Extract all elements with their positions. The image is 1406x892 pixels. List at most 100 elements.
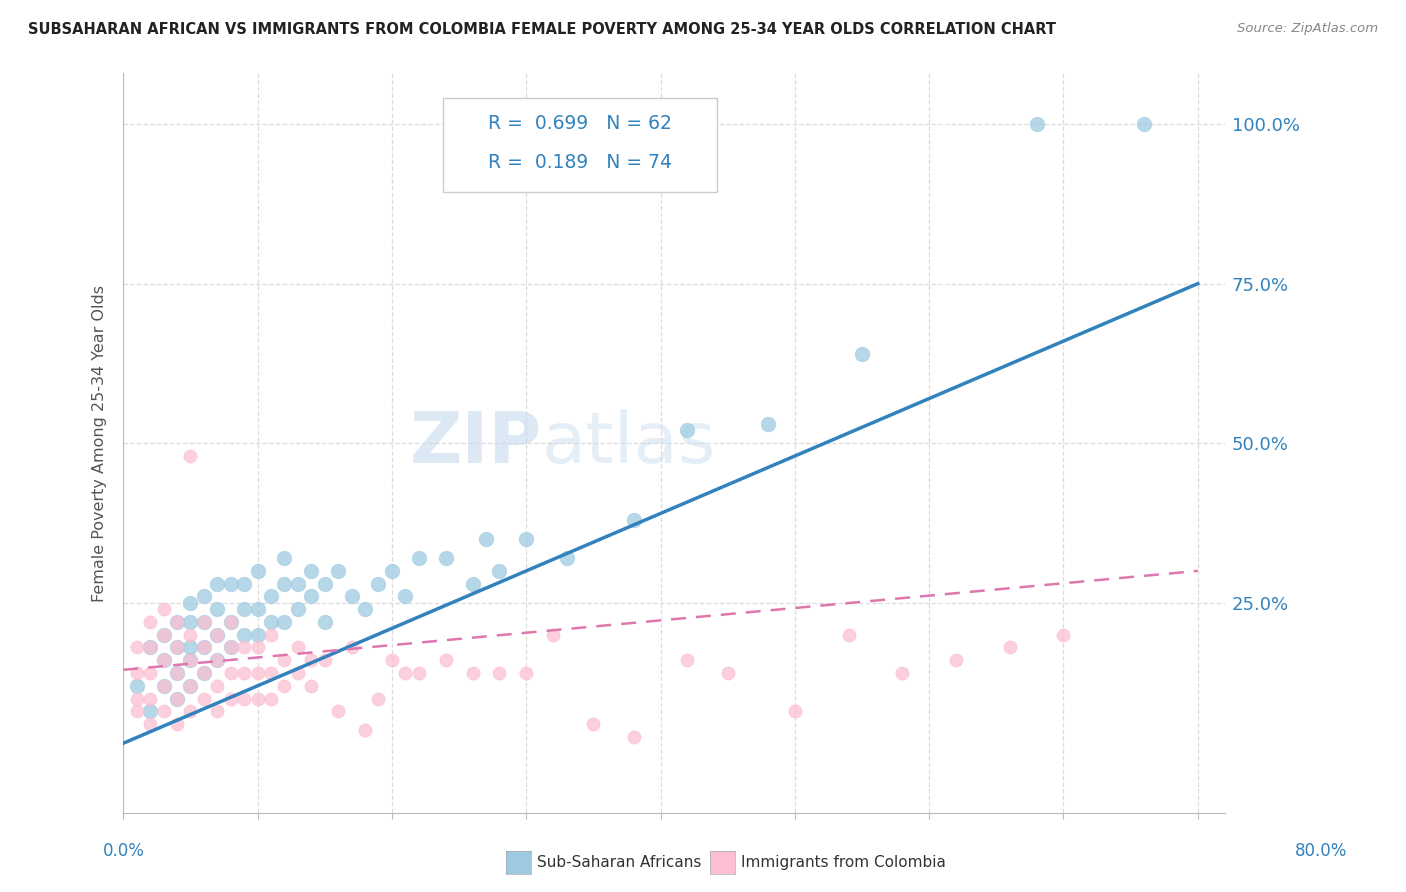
Text: Source: ZipAtlas.com: Source: ZipAtlas.com bbox=[1237, 22, 1378, 36]
Point bbox=[166, 691, 188, 706]
Point bbox=[125, 679, 148, 693]
Point bbox=[488, 666, 510, 681]
Point bbox=[166, 640, 188, 655]
Point bbox=[488, 564, 510, 578]
Text: R =  0.699   N = 62: R = 0.699 N = 62 bbox=[488, 113, 672, 133]
Point bbox=[152, 704, 174, 718]
Point bbox=[461, 576, 484, 591]
Text: 0.0%: 0.0% bbox=[103, 842, 145, 860]
Point bbox=[246, 602, 269, 616]
Point bbox=[314, 615, 336, 629]
Point bbox=[233, 640, 256, 655]
Point bbox=[246, 564, 269, 578]
Point bbox=[219, 615, 242, 629]
Point bbox=[945, 653, 967, 667]
Point bbox=[179, 653, 201, 667]
Point bbox=[328, 564, 350, 578]
Point bbox=[998, 640, 1021, 655]
Point bbox=[408, 666, 430, 681]
Point bbox=[193, 640, 215, 655]
Point bbox=[287, 640, 309, 655]
Point bbox=[152, 653, 174, 667]
Point bbox=[394, 590, 416, 604]
Point bbox=[179, 679, 201, 693]
Text: SUBSAHARAN AFRICAN VS IMMIGRANTS FROM COLOMBIA FEMALE POVERTY AMONG 25-34 YEAR O: SUBSAHARAN AFRICAN VS IMMIGRANTS FROM CO… bbox=[28, 22, 1056, 37]
Point bbox=[273, 653, 295, 667]
Text: ZIP: ZIP bbox=[409, 409, 541, 478]
Point bbox=[207, 628, 229, 642]
Text: R =  0.189   N = 74: R = 0.189 N = 74 bbox=[488, 153, 672, 172]
Point bbox=[260, 666, 283, 681]
Point bbox=[756, 417, 779, 431]
Point bbox=[166, 666, 188, 681]
Point bbox=[246, 640, 269, 655]
Point bbox=[233, 602, 256, 616]
Point bbox=[260, 615, 283, 629]
Point bbox=[193, 640, 215, 655]
Point bbox=[207, 576, 229, 591]
Point bbox=[299, 564, 322, 578]
Point bbox=[260, 691, 283, 706]
Point bbox=[139, 666, 162, 681]
Point bbox=[193, 691, 215, 706]
Point bbox=[676, 424, 699, 438]
Point bbox=[166, 615, 188, 629]
Point bbox=[139, 704, 162, 718]
Point bbox=[273, 576, 295, 591]
Point bbox=[891, 666, 914, 681]
Point bbox=[207, 679, 229, 693]
Point bbox=[475, 532, 498, 546]
Point bbox=[166, 615, 188, 629]
Point bbox=[179, 449, 201, 463]
Point bbox=[139, 640, 162, 655]
Point bbox=[193, 590, 215, 604]
Point bbox=[623, 730, 645, 744]
Point bbox=[1133, 117, 1156, 131]
Point bbox=[851, 347, 873, 361]
Text: atlas: atlas bbox=[541, 409, 716, 478]
Point bbox=[152, 679, 174, 693]
Point bbox=[179, 653, 201, 667]
Point bbox=[354, 723, 377, 738]
Point bbox=[314, 576, 336, 591]
Point bbox=[273, 615, 295, 629]
Point bbox=[246, 628, 269, 642]
Point bbox=[219, 615, 242, 629]
Point bbox=[394, 666, 416, 681]
Point bbox=[838, 628, 860, 642]
Point bbox=[434, 551, 457, 566]
Point bbox=[219, 691, 242, 706]
Point bbox=[179, 628, 201, 642]
Point bbox=[139, 640, 162, 655]
Point bbox=[219, 576, 242, 591]
Point bbox=[582, 717, 605, 731]
Point bbox=[139, 615, 162, 629]
Point bbox=[381, 564, 404, 578]
Point bbox=[207, 653, 229, 667]
Point bbox=[367, 576, 389, 591]
Point bbox=[193, 666, 215, 681]
Point bbox=[166, 666, 188, 681]
Point bbox=[193, 615, 215, 629]
Point bbox=[1052, 628, 1074, 642]
Point bbox=[783, 704, 806, 718]
Point bbox=[219, 640, 242, 655]
Point bbox=[314, 653, 336, 667]
Point bbox=[541, 628, 564, 642]
Point bbox=[179, 704, 201, 718]
Text: 80.0%: 80.0% bbox=[1295, 842, 1347, 860]
Point bbox=[246, 666, 269, 681]
Point bbox=[207, 704, 229, 718]
Point bbox=[287, 602, 309, 616]
Point bbox=[555, 551, 578, 566]
Point bbox=[233, 691, 256, 706]
Point bbox=[207, 653, 229, 667]
Point bbox=[1025, 117, 1047, 131]
Point bbox=[152, 653, 174, 667]
Point bbox=[273, 679, 295, 693]
Point bbox=[125, 691, 148, 706]
Point bbox=[125, 666, 148, 681]
Point bbox=[179, 640, 201, 655]
Point bbox=[152, 679, 174, 693]
Point bbox=[340, 640, 363, 655]
